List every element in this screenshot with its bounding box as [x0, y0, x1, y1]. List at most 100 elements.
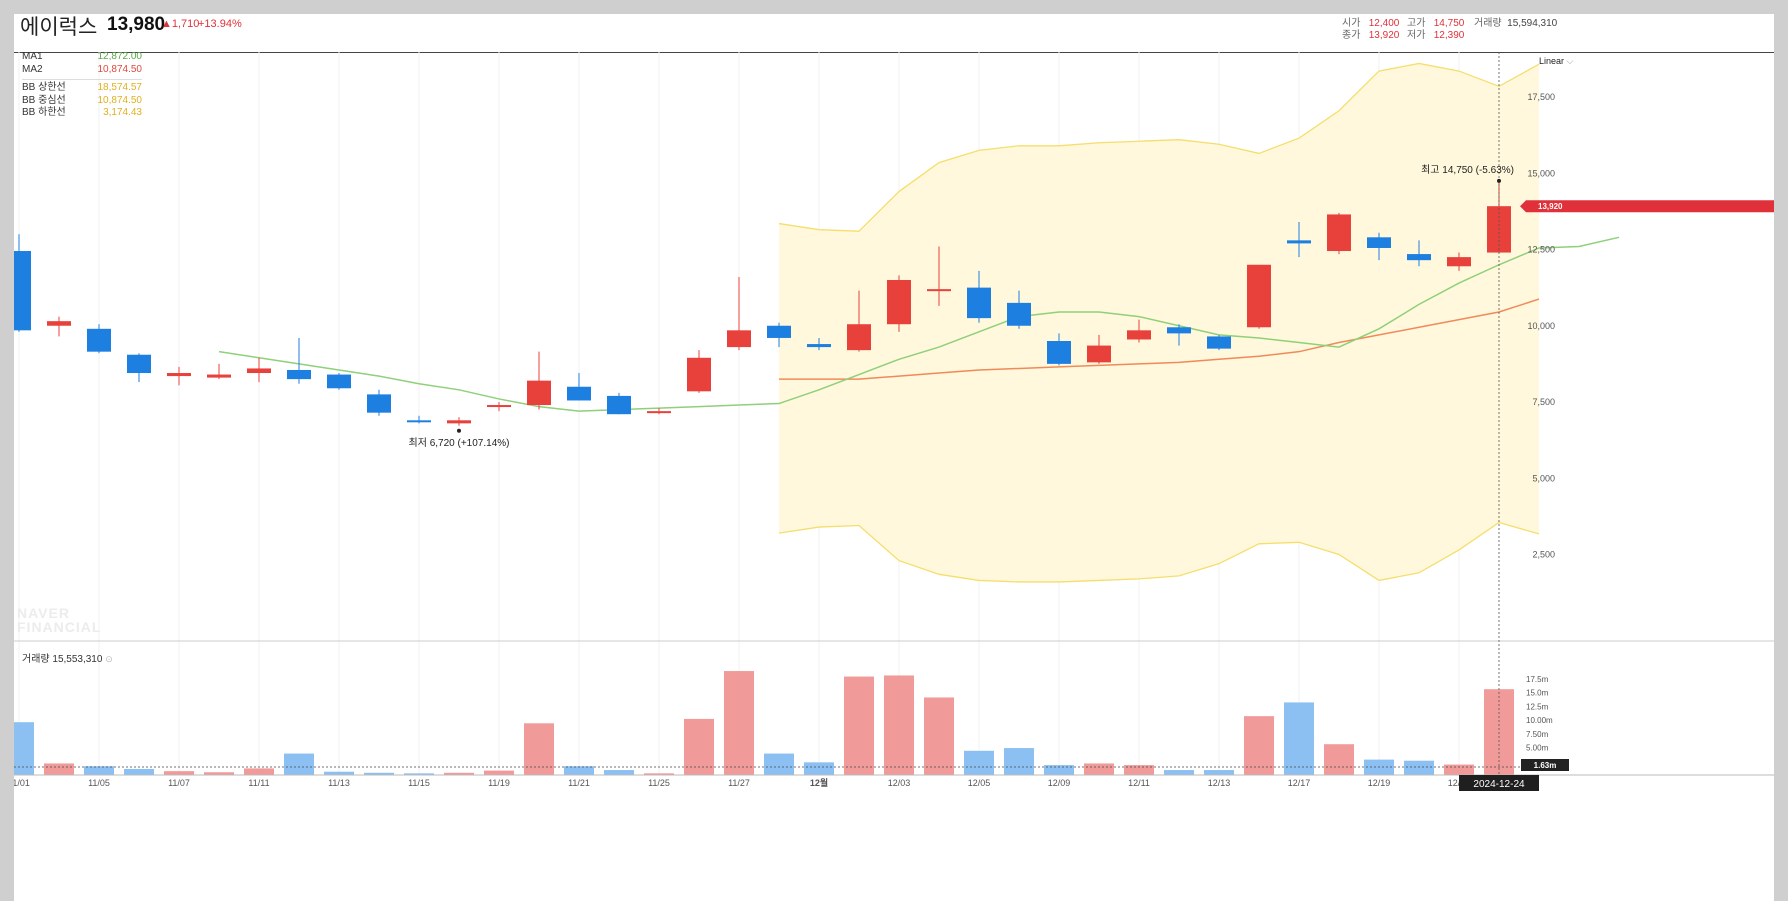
- candle-body: [207, 374, 231, 378]
- low-label: 저가: [1407, 30, 1426, 41]
- x-tick-label: 12/03: [888, 778, 911, 788]
- y-tick-label: 7,500: [1532, 397, 1555, 407]
- indicator-legend: MA1 12,872.00 MA2 10,874.50 BB 상한선 18,574.5…: [22, 51, 142, 120]
- price-chart[interactable]: 17,500 15,000 12,500 10,000 7,500 5,000 2,500 N…: [14, 14, 1774, 901]
- volume-bar: [124, 768, 154, 775]
- volume-bar: [284, 753, 314, 775]
- volume-bar: [404, 773, 434, 775]
- candle-body: [1367, 237, 1391, 248]
- x-tick-label: 11/13: [328, 778, 350, 788]
- candle-body: [1087, 345, 1111, 363]
- volume-label: 거래량: [1474, 18, 1502, 29]
- ohlc-low: 저가 12,390: [1407, 26, 1464, 41]
- candle-body: [487, 405, 511, 408]
- volume-bar: [684, 718, 714, 775]
- candle-body: [1287, 240, 1311, 244]
- price-tag: 13,920: [1538, 202, 1563, 211]
- volume-bar: [924, 697, 954, 775]
- legend-bb-mid: BB 중심선 10,874.50: [22, 95, 142, 108]
- legend-separator: [22, 79, 142, 80]
- x-tick-label: 12/13: [1208, 778, 1231, 788]
- open-value: 12,400: [1368, 18, 1400, 29]
- x-tick-label: 11/01: [14, 778, 30, 788]
- volume-bar: [164, 771, 194, 775]
- candle-body: [887, 280, 911, 325]
- x-tick-label: 11/11: [248, 778, 269, 788]
- ma2-label: MA2: [22, 63, 43, 75]
- candle-body: [287, 369, 311, 380]
- volume-panel-label: 거래량 15,553,310 ⊙: [22, 650, 113, 665]
- volume-bar: [564, 766, 594, 775]
- x-tick-label: 12/09: [1048, 778, 1071, 788]
- legend-bb-upper: BB 상한선 18,574.57: [22, 82, 142, 95]
- legend-ma1: MA1 12,872.00: [22, 51, 142, 64]
- candle-body: [647, 411, 671, 414]
- scale-mode-select[interactable]: Linear ⌵: [1539, 56, 1573, 67]
- watermark-logo: FINANCIAL: [17, 619, 101, 635]
- volume-bar: [524, 723, 554, 775]
- volume-value: 15,594,310: [1507, 18, 1558, 29]
- volume-bar: [14, 722, 34, 775]
- volume-bar: [364, 772, 394, 775]
- volume-bar: [244, 768, 274, 775]
- volume-bar: [1324, 744, 1354, 775]
- x-tick-label: 12/05: [968, 778, 991, 788]
- candle-body: [1127, 330, 1151, 340]
- volume-bar: [1284, 702, 1314, 775]
- legend-bb-lower: BB 하한선 3,174.43: [22, 107, 142, 120]
- bollinger-lower-line: [778, 521, 1540, 583]
- candle-body: [1327, 214, 1351, 252]
- volume-bar: [1404, 760, 1434, 775]
- stock-price: 13,980: [107, 14, 166, 35]
- candle-body: [1207, 336, 1231, 349]
- low-annotation: 최저 6,720 (+107.14%): [409, 437, 510, 449]
- volume-bar: [1044, 765, 1074, 775]
- candle-body: [727, 330, 751, 348]
- bollinger-band-area: [779, 63, 1539, 582]
- candle-body: [807, 344, 831, 348]
- y-tick-label: 2,500: [1532, 550, 1555, 560]
- volume-bar: [604, 770, 634, 775]
- bollinger-upper-line: [778, 62, 1540, 232]
- candle-body: [167, 373, 191, 377]
- volume-tick-label: 10.00m: [1526, 716, 1553, 725]
- volume-bar: [1204, 770, 1234, 775]
- candle-body: [967, 287, 991, 319]
- bb-lower-label: BB 하한선: [22, 107, 66, 118]
- ma2-value: 10,874.50: [97, 63, 143, 75]
- x-tick-label: 11/19: [488, 778, 510, 788]
- ohlc-open: 시가 12,400: [1342, 14, 1399, 29]
- bb-mid-value: 10,874.50: [97, 94, 143, 106]
- ma2-line: [779, 298, 1540, 380]
- watermark-logo: NAVER: [17, 605, 70, 621]
- candle-body: [447, 420, 471, 424]
- candle-body: [1407, 254, 1431, 261]
- candle-body: [607, 395, 631, 415]
- settings-icon[interactable]: ⊙: [105, 654, 113, 664]
- x-tick-label: 11/07: [168, 778, 190, 788]
- bb-upper-label: BB 상한선: [22, 82, 66, 93]
- y-tick-label: 12,500: [1527, 245, 1555, 255]
- x-tick-label: 12/17: [1288, 778, 1311, 788]
- chart-frame: 에이럭스 13,980 ▲1,710 +13.94% 시가 12,400 고가 …: [14, 14, 1774, 901]
- ma1-line: [218, 236, 1620, 412]
- y-tick-label: 10,000: [1527, 321, 1555, 331]
- candle-body: [1247, 264, 1271, 328]
- price-tag-bg: [1520, 200, 1774, 213]
- volume-bar: [204, 772, 234, 775]
- ohlc-close: 종가 13,920: [1342, 26, 1399, 41]
- x-tick-label: 11/27: [728, 778, 750, 788]
- volume-bar: [1004, 748, 1034, 775]
- volume-bar: [724, 671, 754, 775]
- high-value: 14,750: [1433, 18, 1465, 29]
- volume-bar: [84, 766, 114, 775]
- y-tick-label: 15,000: [1527, 168, 1555, 178]
- candle-body: [1047, 341, 1071, 364]
- close-value: 13,920: [1368, 30, 1400, 41]
- volume-bar: [1084, 763, 1114, 775]
- volume-bar: [964, 750, 994, 775]
- ohlc-volume: 거래량 15,594,310: [1474, 14, 1557, 29]
- volume-current-tag: 1.63m: [1534, 761, 1557, 770]
- volume-tick-label: 17.5m: [1526, 675, 1549, 684]
- volume-tick-label: 12.5m: [1526, 702, 1549, 711]
